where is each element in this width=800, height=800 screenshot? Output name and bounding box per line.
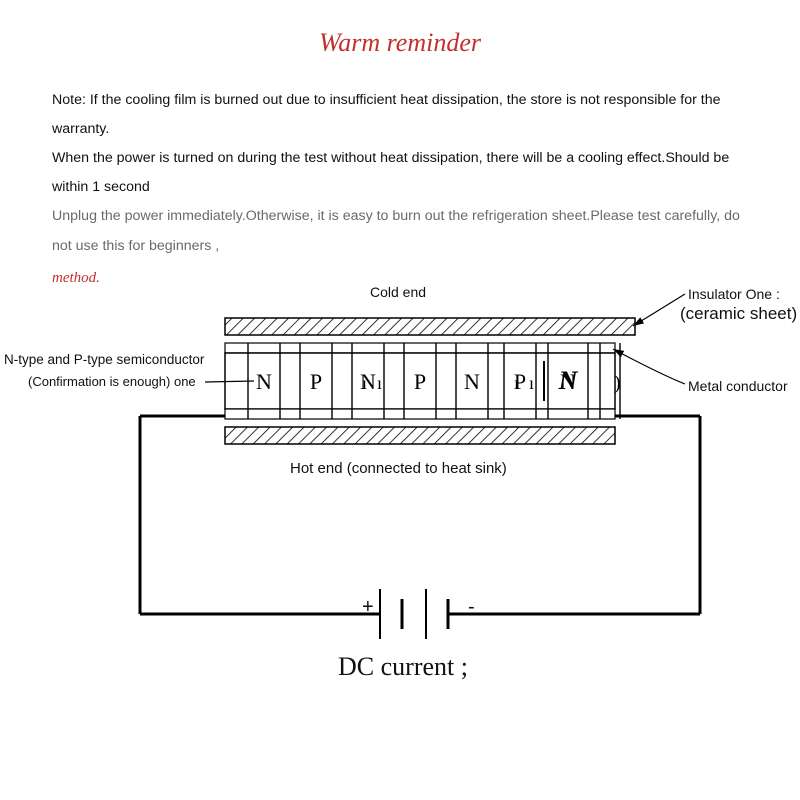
label-ceramic-sheet: (ceramic sheet) (680, 304, 797, 324)
page-title: Warm reminder (0, 0, 800, 58)
label-insulator-one: Insulator One : (688, 286, 780, 302)
label-semiconductor-1: N-type and P-type semiconductor (4, 352, 204, 367)
label-semiconductor-2: (Confirmation is enough) one (28, 374, 196, 389)
svg-text:ı: ı (377, 373, 382, 393)
svg-text:ı: ı (362, 373, 367, 393)
svg-text:P: P (414, 369, 426, 394)
label-cold-end: Cold end (370, 284, 426, 300)
note-line-1: Note: If the cooling film is burned out … (52, 86, 760, 144)
diagram-svg: NPNııPNPııNN) (0, 244, 800, 784)
svg-text:): ) (614, 372, 621, 394)
svg-text:N: N (464, 369, 480, 394)
svg-text:N: N (256, 369, 272, 394)
label-plus: + (362, 596, 374, 619)
note-line-2: When the power is turned on during the t… (52, 144, 760, 202)
label-hot-end: Hot end (connected to heat sink) (290, 460, 507, 477)
svg-text:N: N (558, 366, 579, 395)
peltier-diagram: NPNııPNPııNN) Cold end Insulator One : (… (0, 244, 800, 784)
label-dc-current: DC current ; (338, 652, 468, 682)
svg-text:ı: ı (529, 373, 534, 393)
svg-text:ı: ı (514, 373, 519, 393)
label-minus: - (468, 596, 475, 619)
svg-text:P: P (310, 369, 322, 394)
label-metal-conductor: Metal conductor (688, 378, 788, 394)
